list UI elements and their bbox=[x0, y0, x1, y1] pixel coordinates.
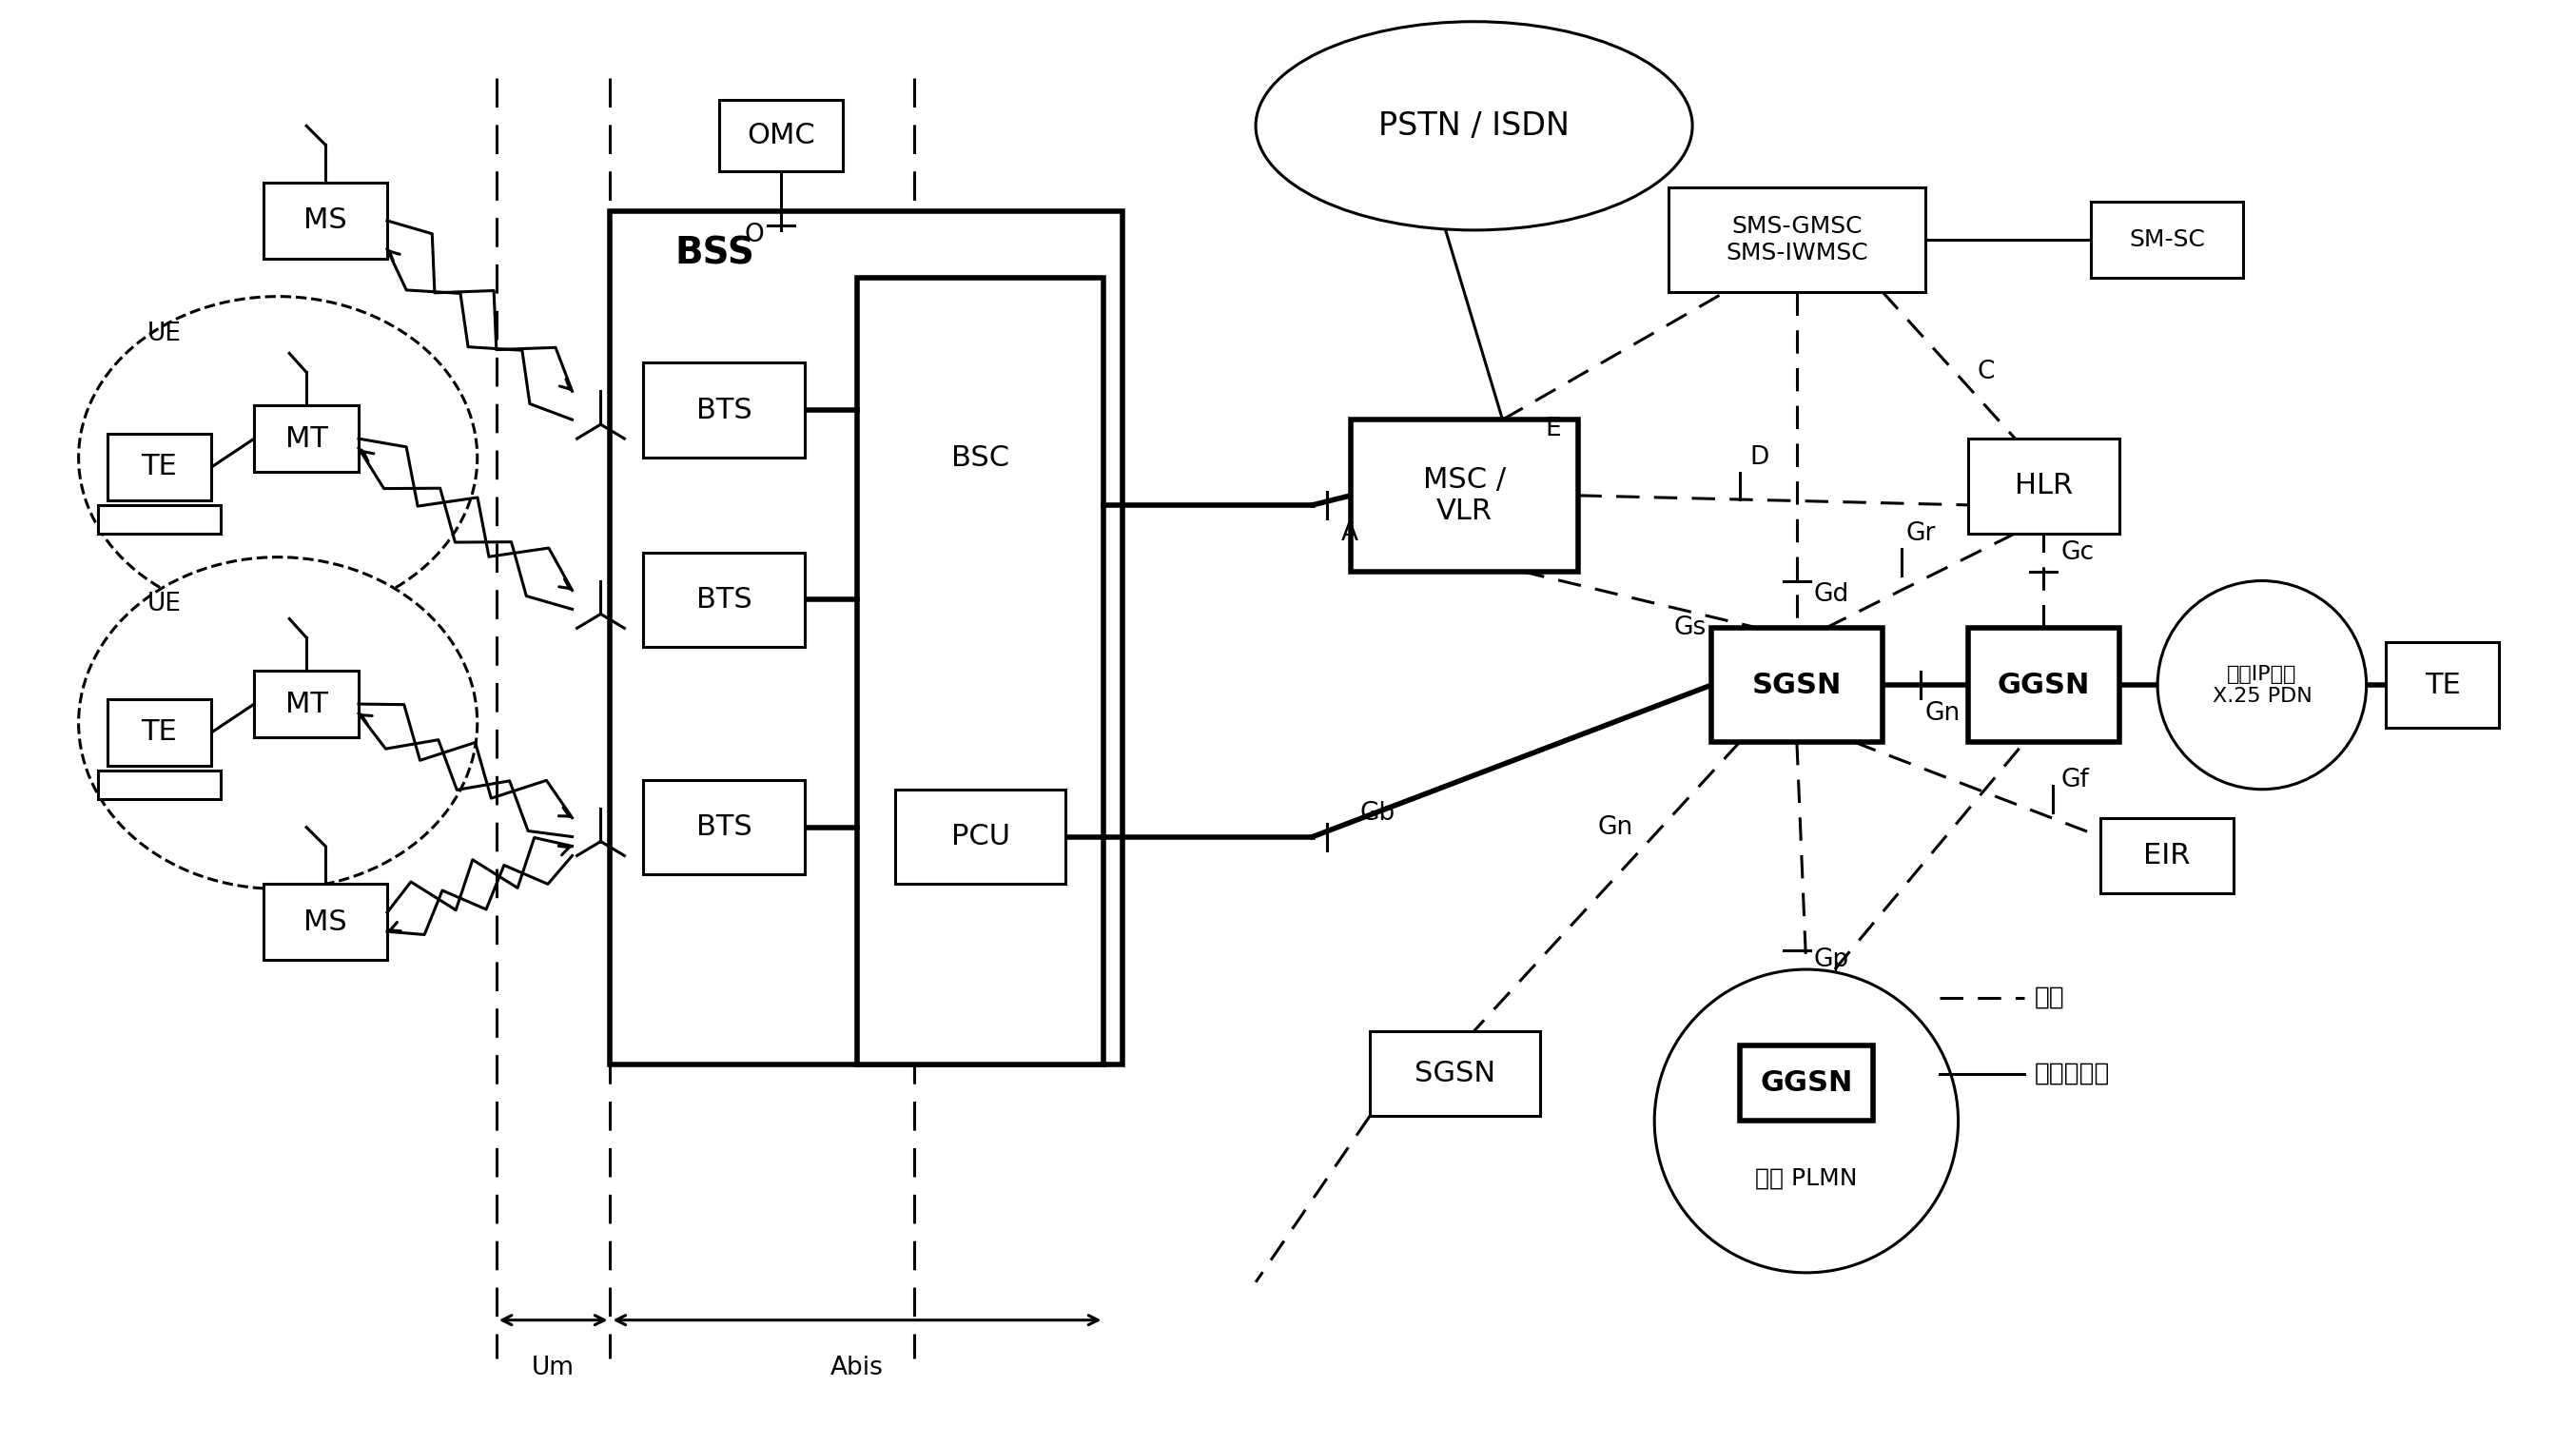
Text: C: C bbox=[1978, 360, 1994, 384]
Text: Um: Um bbox=[531, 1355, 574, 1380]
Text: SGSN: SGSN bbox=[1752, 672, 1842, 699]
Bar bbox=[1739, 1045, 1873, 1121]
Bar bbox=[255, 406, 358, 473]
Bar bbox=[1350, 419, 1579, 571]
Text: BTS: BTS bbox=[696, 396, 752, 423]
Bar bbox=[98, 770, 222, 799]
Bar bbox=[719, 100, 842, 171]
Bar bbox=[108, 434, 211, 500]
Ellipse shape bbox=[80, 558, 477, 889]
Bar bbox=[611, 211, 1123, 1064]
Bar bbox=[858, 277, 1105, 1064]
Bar bbox=[1968, 629, 2120, 741]
Text: UE: UE bbox=[147, 592, 180, 617]
Text: PSTN / ISDN: PSTN / ISDN bbox=[1378, 110, 1569, 142]
Text: BTS: BTS bbox=[696, 587, 752, 614]
Text: BSS: BSS bbox=[675, 236, 755, 272]
Text: SM-SC: SM-SC bbox=[2130, 228, 2205, 251]
Text: A: A bbox=[1342, 522, 1358, 546]
Text: SMS-GMSC
SMS-IWMSC: SMS-GMSC SMS-IWMSC bbox=[1726, 215, 1868, 264]
Text: MS: MS bbox=[304, 909, 348, 936]
Text: E: E bbox=[1546, 416, 1561, 442]
Text: 数据和信令: 数据和信令 bbox=[2035, 1061, 2110, 1087]
Text: GGSN: GGSN bbox=[1759, 1069, 1852, 1097]
Text: BTS: BTS bbox=[696, 814, 752, 841]
Text: Gc: Gc bbox=[2061, 540, 2094, 565]
Bar bbox=[644, 363, 804, 458]
Bar bbox=[894, 789, 1066, 884]
Ellipse shape bbox=[80, 296, 477, 618]
Bar bbox=[1968, 439, 2120, 533]
Text: 或者IP或者
X.25 PDN: 或者IP或者 X.25 PDN bbox=[2213, 665, 2311, 705]
Text: MS: MS bbox=[304, 207, 348, 234]
Bar bbox=[263, 182, 386, 259]
Bar bbox=[2099, 818, 2233, 893]
Text: UE: UE bbox=[147, 322, 180, 347]
Text: Gd: Gd bbox=[1814, 582, 1850, 607]
Text: MSC /
VLR: MSC / VLR bbox=[1422, 465, 1507, 526]
Text: MT: MT bbox=[286, 425, 327, 452]
Text: 其它 PLMN: 其它 PLMN bbox=[1754, 1166, 1857, 1189]
Text: MT: MT bbox=[286, 691, 327, 718]
Bar bbox=[255, 670, 358, 737]
Text: 信令: 信令 bbox=[2035, 985, 2063, 1010]
Bar bbox=[263, 884, 386, 959]
Text: Gn: Gn bbox=[1924, 701, 1960, 725]
Text: TE: TE bbox=[142, 718, 178, 746]
Text: Gp: Gp bbox=[1814, 948, 1850, 972]
Bar bbox=[1710, 629, 1883, 741]
Text: EIR: EIR bbox=[2143, 842, 2190, 870]
Text: SGSN: SGSN bbox=[1414, 1059, 1497, 1088]
Ellipse shape bbox=[1255, 22, 1692, 230]
Text: Gb: Gb bbox=[1360, 801, 1396, 825]
Text: Gf: Gf bbox=[2061, 767, 2089, 792]
Text: Gr: Gr bbox=[1906, 522, 1935, 546]
Text: TE: TE bbox=[2424, 672, 2460, 699]
Text: Abis: Abis bbox=[829, 1355, 884, 1380]
Circle shape bbox=[2159, 581, 2367, 789]
Text: O: O bbox=[744, 223, 765, 247]
Bar bbox=[2385, 643, 2499, 728]
Bar bbox=[108, 699, 211, 766]
Bar bbox=[644, 552, 804, 647]
Bar bbox=[98, 504, 222, 533]
Bar bbox=[1669, 188, 1924, 292]
Text: PCU: PCU bbox=[951, 822, 1010, 851]
Text: BSC: BSC bbox=[951, 444, 1010, 471]
Ellipse shape bbox=[1654, 970, 1958, 1273]
Text: GGSN: GGSN bbox=[1996, 672, 2089, 699]
Bar bbox=[2092, 202, 2244, 277]
Text: HLR: HLR bbox=[2014, 473, 2074, 500]
Text: Gs: Gs bbox=[1674, 616, 1705, 640]
Bar bbox=[1370, 1032, 1540, 1117]
Text: D: D bbox=[1749, 445, 1770, 470]
Text: OMC: OMC bbox=[747, 121, 814, 149]
Text: Gn: Gn bbox=[1597, 815, 1633, 840]
Bar bbox=[644, 780, 804, 874]
Text: TE: TE bbox=[142, 454, 178, 481]
